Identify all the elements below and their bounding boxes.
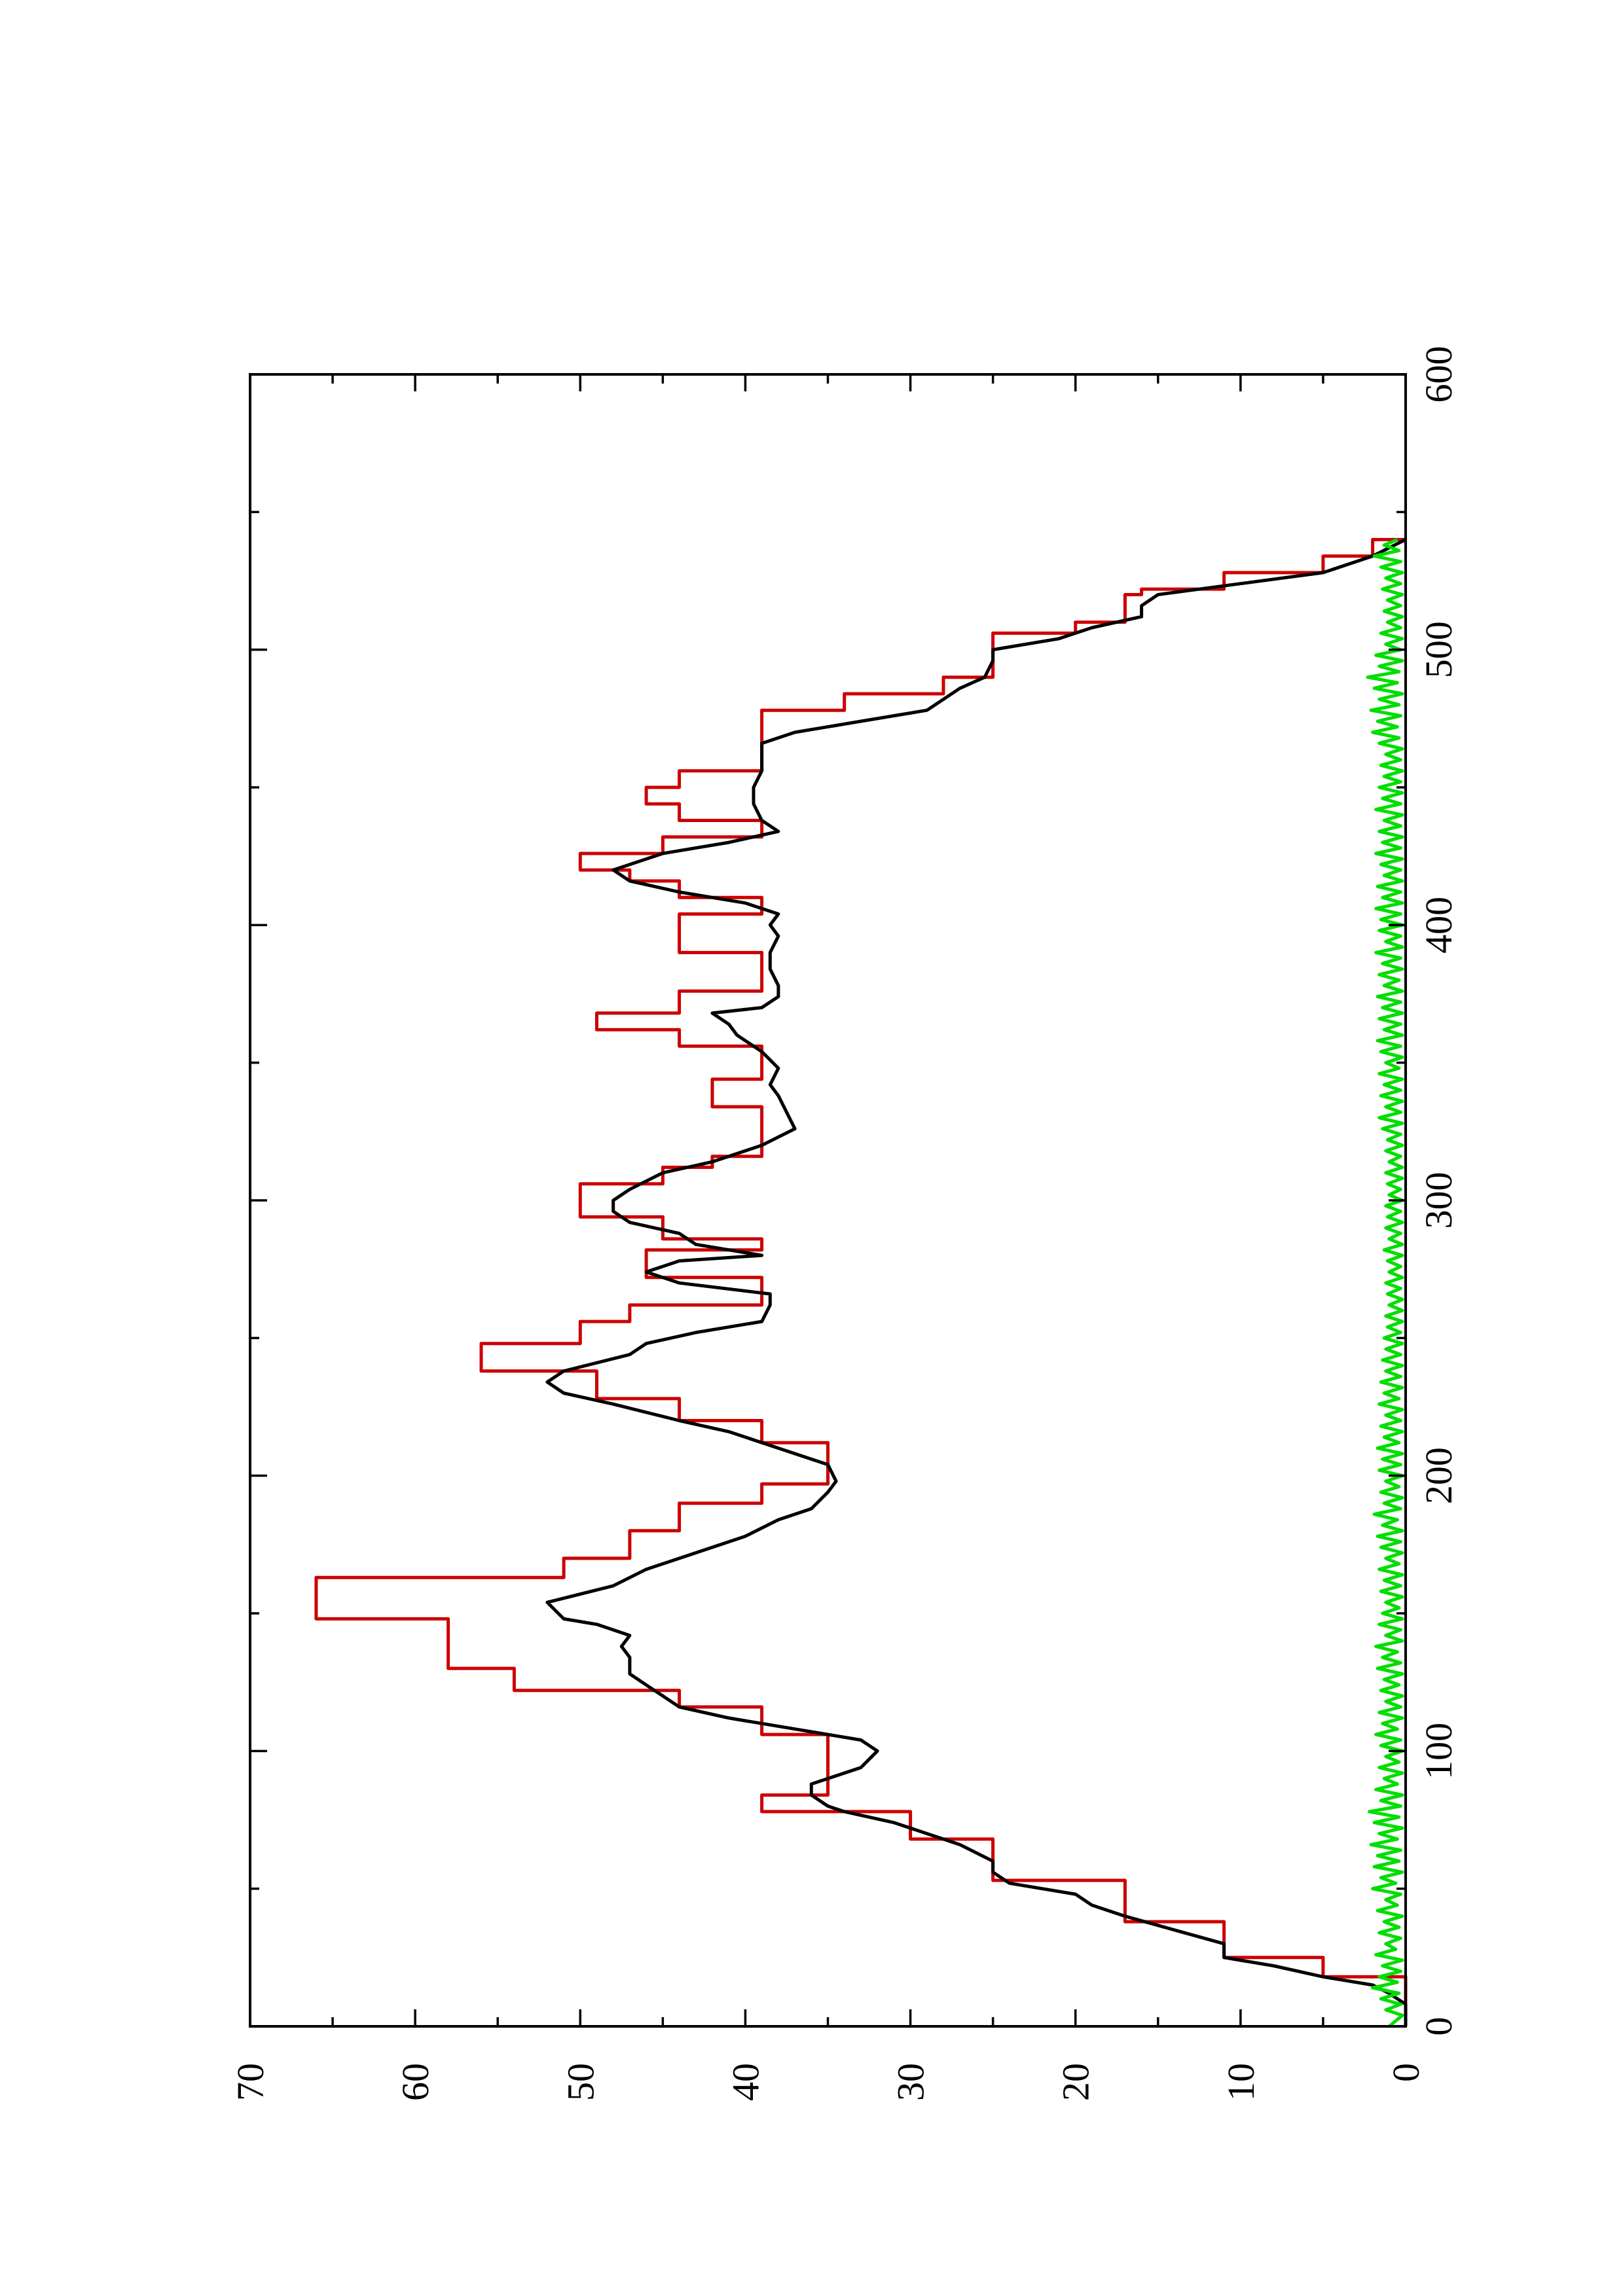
x-tick-label: 0 xyxy=(1417,2017,1460,2036)
plot-frame xyxy=(249,373,1407,2028)
series-line-2 xyxy=(545,538,1408,2026)
x-tick-label: 600 xyxy=(1417,346,1460,403)
y-tick-label: 20 xyxy=(1055,2063,1097,2101)
y-tick-label: 10 xyxy=(1220,2063,1262,2101)
x-tick-label: 400 xyxy=(1417,897,1460,954)
y-tick-label: 40 xyxy=(724,2063,767,2101)
x-tick-label: 100 xyxy=(1417,1723,1460,1780)
x-tick-label: 200 xyxy=(1417,1447,1460,1504)
series-layer xyxy=(314,537,1408,2028)
tick-labels-layer: 0 100 200 300 400 500 600 0 10 20 30 40 50 60 70 xyxy=(229,346,1460,2102)
y-tick-label: 30 xyxy=(890,2063,932,2101)
x-tick-label: 500 xyxy=(1417,621,1460,678)
series-line-3 xyxy=(1366,538,1404,2028)
y-tick-label: 70 xyxy=(229,2063,272,2101)
y-tick-label: 0 xyxy=(1385,2063,1427,2082)
series-line-1 xyxy=(314,537,1408,2026)
y-tick-label: 50 xyxy=(559,2063,602,2101)
y-tick-label: 60 xyxy=(394,2063,437,2101)
x-tick-label: 300 xyxy=(1417,1172,1460,1229)
